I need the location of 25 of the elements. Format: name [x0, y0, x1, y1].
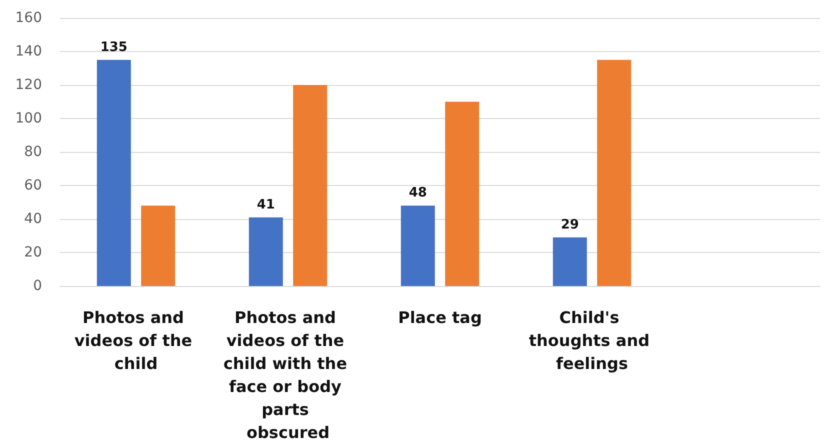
y-tick-label: 100: [15, 110, 42, 126]
bar: [293, 85, 328, 286]
data-label: 48: [408, 186, 427, 201]
y-tick-label: 60: [24, 178, 42, 194]
data-label: 29: [560, 217, 579, 232]
bar: [248, 217, 283, 286]
bar: [552, 237, 587, 286]
data-label: 135: [100, 40, 128, 55]
y-tick-label: 40: [24, 211, 42, 227]
bar: [141, 206, 176, 286]
y-tick-label: 0: [33, 278, 42, 294]
bar: [96, 60, 131, 286]
bar: [445, 102, 480, 286]
x-tick-label: Photos and videos of the child: [74, 308, 198, 373]
y-tick-label: 120: [15, 77, 42, 93]
x-tick-label: Child's thoughts and feelings: [528, 308, 656, 373]
x-tick-label: Photos and videos of the child with the face or body parts obscured: [223, 308, 353, 442]
y-tick-label: 140: [15, 44, 42, 60]
x-tick-label: Place tag: [398, 308, 482, 327]
y-tick-label: 20: [24, 244, 42, 260]
bar: [400, 206, 435, 286]
bar: [597, 60, 632, 286]
y-tick-label: 80: [24, 144, 42, 160]
y-tick-label: 160: [15, 10, 42, 26]
data-label: 41: [256, 197, 275, 212]
